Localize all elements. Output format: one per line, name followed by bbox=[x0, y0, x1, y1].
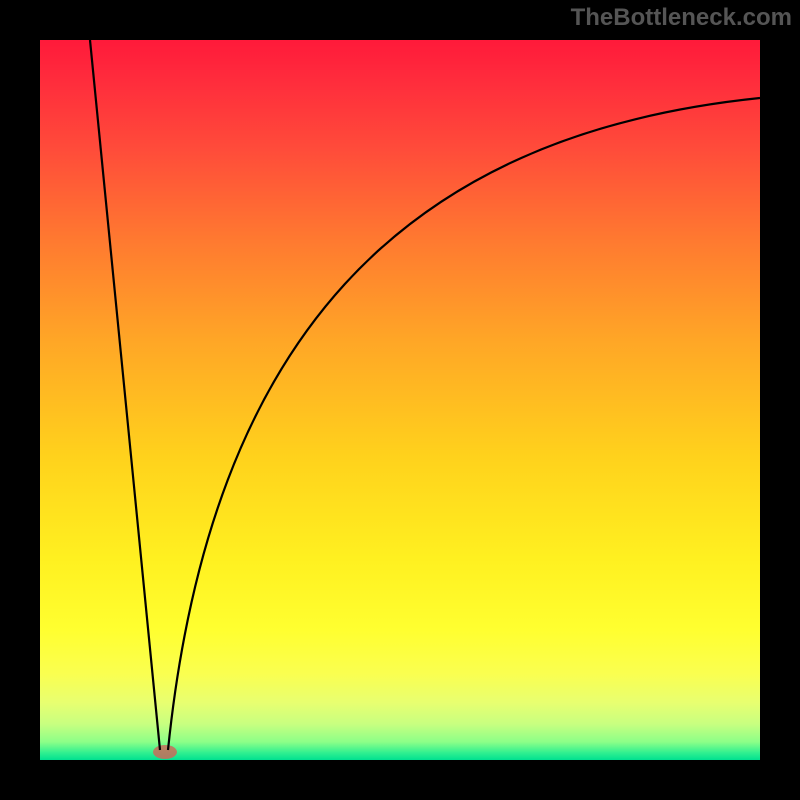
watermark-text: TheBottleneck.com bbox=[571, 4, 792, 32]
minimum-marker bbox=[153, 745, 177, 759]
plot-background-gradient bbox=[40, 40, 760, 760]
chart-container: TheBottleneck.com bbox=[0, 0, 800, 800]
bottleneck-chart bbox=[0, 0, 800, 800]
